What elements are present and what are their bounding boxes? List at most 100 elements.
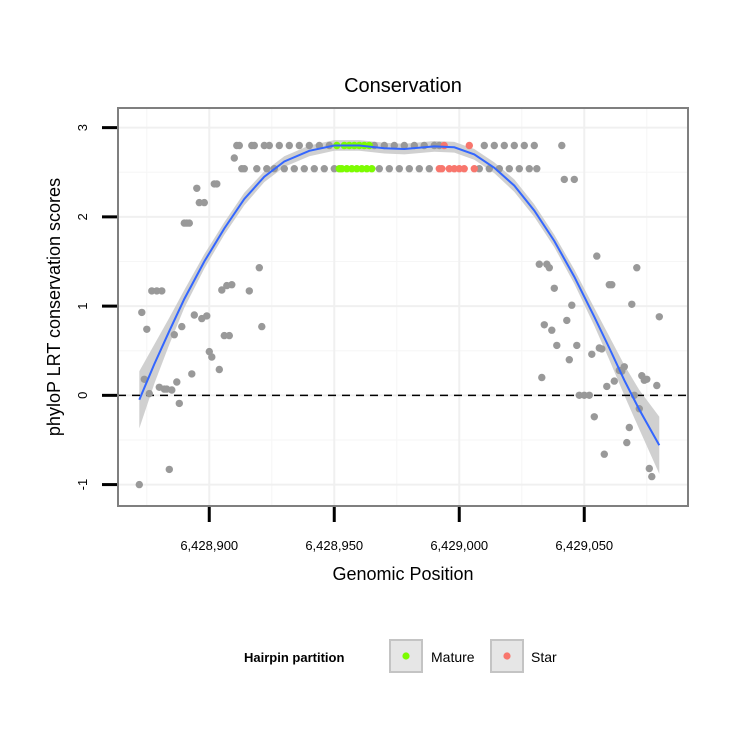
y-tick-label: 0 bbox=[75, 392, 90, 399]
point-other bbox=[310, 165, 318, 173]
point-other bbox=[178, 322, 186, 331]
series-other bbox=[135, 141, 663, 489]
point-other bbox=[525, 165, 533, 173]
point-other bbox=[395, 165, 403, 173]
y-tick-label: 3 bbox=[75, 124, 90, 131]
smooth-curve bbox=[138, 144, 661, 446]
point-other bbox=[405, 165, 413, 173]
y-axis-label: phyloP LRT conservation scores bbox=[44, 178, 64, 436]
point-other bbox=[490, 141, 498, 150]
point-other bbox=[143, 325, 151, 333]
point-other bbox=[320, 165, 328, 173]
point-other bbox=[173, 378, 181, 386]
point-other bbox=[258, 322, 266, 331]
point-other bbox=[213, 180, 221, 188]
series-mature bbox=[333, 141, 376, 173]
point-other bbox=[588, 350, 596, 358]
point-other bbox=[145, 389, 153, 398]
point-other bbox=[603, 382, 611, 391]
point-other bbox=[565, 356, 573, 364]
point-other bbox=[235, 141, 243, 150]
point-other bbox=[623, 438, 631, 447]
point-other bbox=[568, 301, 576, 309]
legend-label-star: Star bbox=[531, 649, 557, 665]
point-other bbox=[653, 381, 661, 390]
y-tick-label: 1 bbox=[75, 302, 90, 309]
point-other bbox=[625, 423, 633, 432]
point-other bbox=[263, 165, 271, 173]
point-other bbox=[218, 286, 226, 294]
legend-item-mature: Mature bbox=[389, 639, 475, 673]
point-other bbox=[300, 165, 308, 173]
point-other bbox=[585, 391, 593, 399]
legend-item-star: Star bbox=[490, 639, 557, 673]
point-other bbox=[535, 260, 543, 268]
point-other bbox=[215, 365, 223, 374]
legend-title: Hairpin partition bbox=[244, 650, 344, 665]
point-other bbox=[628, 300, 636, 308]
point-mature bbox=[368, 165, 376, 173]
point-other bbox=[170, 331, 178, 339]
point-other bbox=[255, 264, 263, 272]
point-other bbox=[228, 281, 236, 289]
point-other bbox=[250, 141, 258, 150]
point-other bbox=[385, 165, 393, 173]
point-other bbox=[305, 141, 313, 150]
point-other bbox=[185, 219, 193, 227]
point-other bbox=[208, 353, 216, 361]
point-other bbox=[655, 313, 663, 321]
x-tick-label: 6,429,000 bbox=[430, 538, 488, 553]
point-other bbox=[415, 165, 423, 173]
point-other bbox=[648, 472, 656, 481]
point-other bbox=[598, 345, 606, 353]
point-other bbox=[553, 341, 561, 350]
point-other bbox=[158, 287, 166, 295]
point-other bbox=[188, 370, 196, 378]
point-other bbox=[593, 252, 601, 260]
point-other bbox=[280, 165, 288, 173]
point-other bbox=[538, 373, 546, 382]
point-other bbox=[245, 287, 253, 295]
point-other bbox=[590, 413, 598, 421]
point-star bbox=[460, 165, 468, 173]
point-other bbox=[563, 316, 571, 325]
point-other bbox=[200, 198, 208, 207]
point-other bbox=[138, 308, 146, 317]
point-other bbox=[510, 141, 518, 150]
point-other bbox=[545, 264, 553, 272]
point-star bbox=[440, 141, 448, 150]
point-other bbox=[520, 141, 528, 150]
point-other bbox=[390, 141, 398, 150]
point-other bbox=[190, 311, 198, 319]
point-other bbox=[253, 165, 261, 173]
point-star bbox=[438, 165, 446, 173]
point-other bbox=[275, 141, 283, 150]
chart-title: Conservation bbox=[344, 75, 462, 97]
point-other bbox=[193, 184, 201, 192]
point-other bbox=[620, 363, 628, 371]
x-axis-label: Genomic Position bbox=[332, 564, 473, 584]
point-other bbox=[570, 175, 578, 184]
point-other bbox=[608, 281, 616, 289]
legend-dot-mature bbox=[402, 652, 410, 660]
legend: Hairpin partition Mature Star bbox=[244, 639, 557, 673]
point-other bbox=[643, 375, 651, 383]
point-star bbox=[465, 141, 473, 150]
point-other bbox=[425, 165, 433, 173]
point-other bbox=[645, 464, 653, 473]
point-other bbox=[505, 165, 513, 173]
point-other bbox=[240, 165, 248, 173]
point-other bbox=[600, 450, 608, 458]
point-other bbox=[550, 284, 558, 292]
point-other bbox=[225, 331, 233, 340]
point-other bbox=[175, 399, 183, 408]
point-other bbox=[203, 312, 211, 320]
point-other bbox=[290, 165, 298, 173]
x-tick-label: 6,428,950 bbox=[305, 538, 363, 553]
y-tick-label: 2 bbox=[75, 213, 90, 220]
x-tick-label: 6,428,900 bbox=[180, 538, 238, 553]
point-other bbox=[285, 141, 293, 150]
point-other bbox=[480, 141, 488, 150]
point-other bbox=[573, 341, 581, 350]
